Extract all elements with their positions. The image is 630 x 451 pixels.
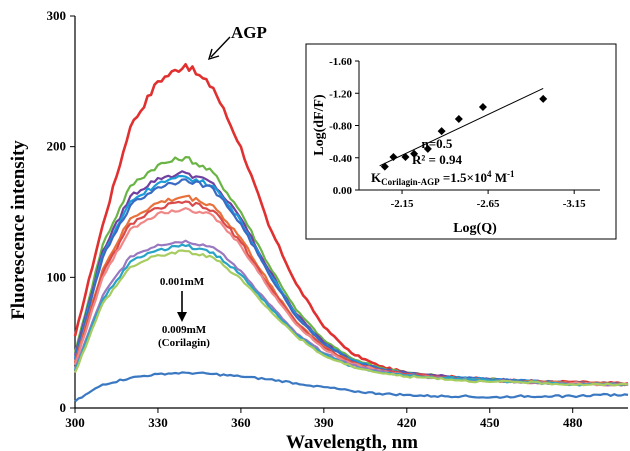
x-tick-label: 390 bbox=[314, 415, 334, 430]
inset-data bbox=[379, 87, 548, 171]
x-axis-title: Wavelength, nm bbox=[286, 432, 418, 451]
k-symbol: K bbox=[371, 170, 382, 185]
conc-compound-label: (Corilagin) bbox=[158, 337, 210, 349]
inset-plot: -2.15 -2.65 -3.150.00-0.40-0.80-1.20-1.60 … bbox=[305, 43, 617, 240]
inset-y-tick-label: -1.20 bbox=[329, 88, 352, 100]
inset-y-tick-label: -0.40 bbox=[329, 153, 352, 165]
x-tick-label: 300 bbox=[65, 415, 85, 430]
x-tick-label: 450 bbox=[480, 415, 500, 430]
data-point bbox=[389, 152, 398, 161]
data-point bbox=[423, 144, 432, 153]
conc-arrow bbox=[177, 291, 187, 322]
inset-y-tick-label: -0.80 bbox=[329, 121, 352, 133]
inset-n-value: n=0.5 bbox=[422, 136, 453, 151]
spectrum-line-11 bbox=[73, 249, 629, 387]
k-subscript: Corilagin-AGP bbox=[381, 177, 440, 187]
main-ticks: 300 330 360 390 420 450 480 0 100 200 300 bbox=[47, 8, 583, 430]
x-tick-label: 360 bbox=[231, 415, 251, 430]
inset-y-tick-label: 0.00 bbox=[333, 185, 353, 197]
conc-start-label: 0.001mM bbox=[160, 276, 205, 288]
y-tick-label: 100 bbox=[47, 269, 67, 284]
trendline bbox=[379, 87, 544, 167]
spectra bbox=[73, 63, 629, 403]
data-point bbox=[478, 102, 487, 111]
inset-y-axis-title: Log(dF/F) bbox=[312, 94, 327, 156]
y-tick-label: 0 bbox=[60, 400, 67, 415]
inset-x-tick-label: -2.15 bbox=[391, 198, 414, 210]
inset-ticks: -2.15 -2.65 -3.15 0.00 -0.40 -0.80 -1.20 -1.60 bbox=[329, 56, 586, 210]
data-point bbox=[380, 162, 389, 171]
y-tick-label: 300 bbox=[47, 8, 67, 23]
inset-frame bbox=[305, 43, 617, 240]
agp-arrow bbox=[207, 36, 231, 61]
x-tick-label: 330 bbox=[148, 415, 168, 430]
inset-binding-constant: KCorilagin-AGP =1.5×104 M-1 bbox=[371, 169, 515, 187]
agp-label: AGP bbox=[231, 23, 267, 42]
k-unit-exponent: -1 bbox=[507, 169, 515, 179]
main-plot-area: 300 330 360 390 420 450 480 0 100 200 300 bbox=[47, 8, 629, 430]
data-point bbox=[539, 94, 548, 103]
data-point bbox=[401, 152, 410, 161]
k-unit: M bbox=[491, 170, 507, 185]
data-point bbox=[410, 149, 419, 158]
y-axis-title: Fluorescence intensity bbox=[8, 140, 29, 320]
x-tick-label: 480 bbox=[563, 415, 583, 430]
data-point bbox=[437, 127, 446, 136]
inset-y-tick-label: -1.60 bbox=[329, 56, 352, 68]
conc-end-label: 0.009mM bbox=[162, 324, 207, 336]
inset-x-tick-label: -2.65 bbox=[477, 198, 500, 210]
k-exponent: 4 bbox=[487, 169, 492, 179]
spectrum-line-12 bbox=[74, 371, 629, 403]
y-tick-label: 200 bbox=[47, 139, 67, 154]
inset-x-tick-label: -3.15 bbox=[563, 198, 586, 210]
k-value: =1.5×10 bbox=[440, 170, 487, 185]
x-tick-label: 420 bbox=[397, 415, 417, 430]
inset-x-axis-title: Log(Q) bbox=[453, 221, 497, 236]
inset-r2-value: R² = 0.94 bbox=[412, 152, 462, 167]
data-point bbox=[454, 115, 463, 124]
